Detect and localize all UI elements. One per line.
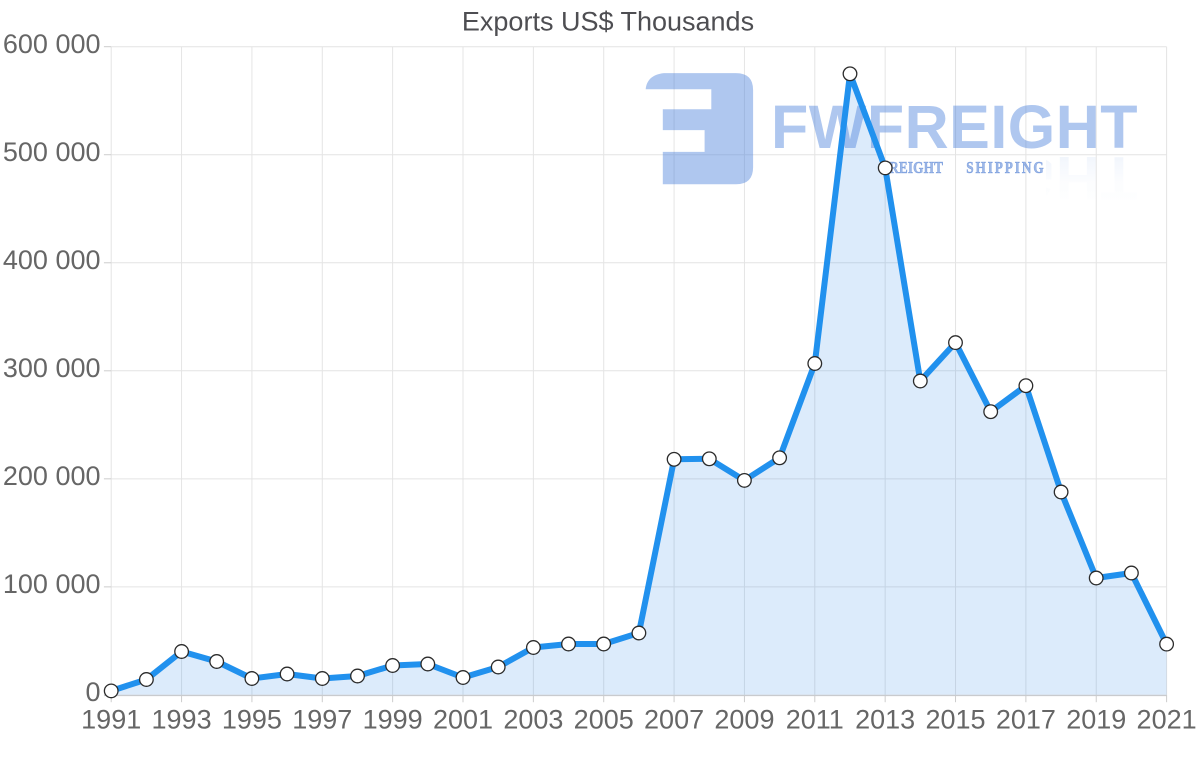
svg-text:2013: 2013 — [855, 705, 915, 735]
svg-text:2017: 2017 — [996, 705, 1056, 735]
svg-text:FWFREIGHT: FWFREIGHT — [771, 93, 1138, 161]
svg-text:2009: 2009 — [714, 705, 774, 735]
svg-text:Exports US$ Thousands: Exports US$ Thousands — [462, 7, 754, 37]
svg-text:1999: 1999 — [363, 705, 423, 735]
svg-text:300 000: 300 000 — [3, 353, 101, 383]
svg-text:100 000: 100 000 — [3, 569, 101, 599]
svg-text:2011: 2011 — [786, 705, 844, 735]
svg-text:2015: 2015 — [925, 705, 985, 735]
svg-text:2005: 2005 — [574, 705, 634, 735]
svg-text:0: 0 — [85, 677, 100, 707]
svg-text:1995: 1995 — [222, 705, 282, 735]
svg-text:1991: 1991 — [81, 705, 141, 735]
svg-text:1993: 1993 — [152, 705, 212, 735]
svg-text:500 000: 500 000 — [3, 137, 101, 167]
svg-text:2007: 2007 — [644, 705, 704, 735]
svg-text:2001: 2001 — [433, 705, 493, 735]
svg-text:FREIGHT: FREIGHT — [881, 159, 943, 178]
svg-text:200 000: 200 000 — [3, 461, 101, 491]
svg-text:2019: 2019 — [1066, 705, 1126, 735]
svg-text:FWFREIGHT: FWFREIGHT — [771, 144, 1138, 212]
svg-text:1997: 1997 — [292, 705, 352, 735]
svg-text:2003: 2003 — [503, 705, 563, 735]
svg-text:2021: 2021 — [1137, 705, 1197, 735]
svg-text:SHIPPING: SHIPPING — [966, 159, 1045, 178]
svg-text:400 000: 400 000 — [3, 245, 101, 275]
svg-text:600 000: 600 000 — [3, 29, 101, 59]
